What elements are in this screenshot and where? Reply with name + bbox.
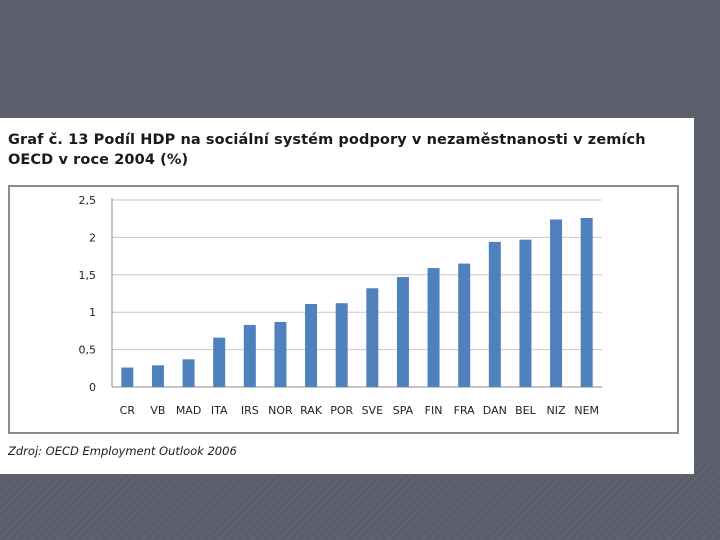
- x-tick-label: FIN: [425, 404, 443, 417]
- bar-fin: [427, 268, 440, 387]
- x-tick-label: NOR: [268, 404, 293, 417]
- bar-rak: [305, 303, 318, 387]
- x-tick-label: NEM: [574, 404, 599, 417]
- y-tick-label: 1: [89, 306, 96, 319]
- bar-nor: [274, 321, 287, 387]
- x-tick-label: DAN: [483, 404, 507, 417]
- y-tick-label: 1,5: [79, 269, 97, 282]
- chart-frame: 0 0,5 1 1,5 2 2,5 CR VB MAD ITA IRS NOR RAK POR SVE SPA…: [8, 185, 679, 434]
- bar-fra: [458, 263, 471, 387]
- x-tick-label: BEL: [515, 404, 536, 417]
- bar-spa: [396, 277, 409, 387]
- y-tick-label: 0: [89, 381, 96, 394]
- x-tick-label: NIZ: [547, 404, 566, 417]
- x-tick-label: SPA: [393, 404, 414, 417]
- bar-vb: [151, 365, 164, 387]
- bar-por: [335, 303, 348, 387]
- x-tick-label: ITA: [211, 404, 228, 417]
- x-tick-label: IRS: [241, 404, 259, 417]
- bar-dan: [488, 241, 501, 387]
- bar-mad: [182, 359, 195, 387]
- chart-title: Graf č. 13 Podíl HDP na sociální systém …: [8, 132, 646, 168]
- bar-ita: [213, 337, 226, 387]
- bar-bel: [519, 239, 532, 387]
- y-tick-label: 0,5: [79, 344, 97, 357]
- x-tick-label: RAK: [300, 404, 323, 417]
- x-tick-label: SVE: [362, 404, 384, 417]
- x-tick-label: MAD: [176, 404, 202, 417]
- bar-chart: 0 0,5 1 1,5 2 2,5 CR VB MAD ITA IRS NOR RAK POR SVE SPA…: [79, 194, 602, 417]
- bar-niz: [550, 219, 563, 387]
- x-tick-label: POR: [330, 404, 353, 417]
- bar-sve: [366, 288, 379, 387]
- x-tick-label: FRA: [454, 404, 476, 417]
- bar-irs: [243, 324, 256, 387]
- bar-cr: [121, 367, 134, 387]
- chart-source: Zdroj: OECD Employment Outlook 2006: [8, 444, 237, 458]
- x-tick-label: CR: [120, 404, 136, 417]
- y-tick-label: 2: [89, 231, 96, 244]
- chart-card: Graf č. 13 Podíl HDP na sociální systém …: [0, 118, 694, 474]
- y-tick-label: 2,5: [79, 194, 97, 207]
- bar-nem: [580, 217, 593, 387]
- x-tick-label: VB: [150, 404, 165, 417]
